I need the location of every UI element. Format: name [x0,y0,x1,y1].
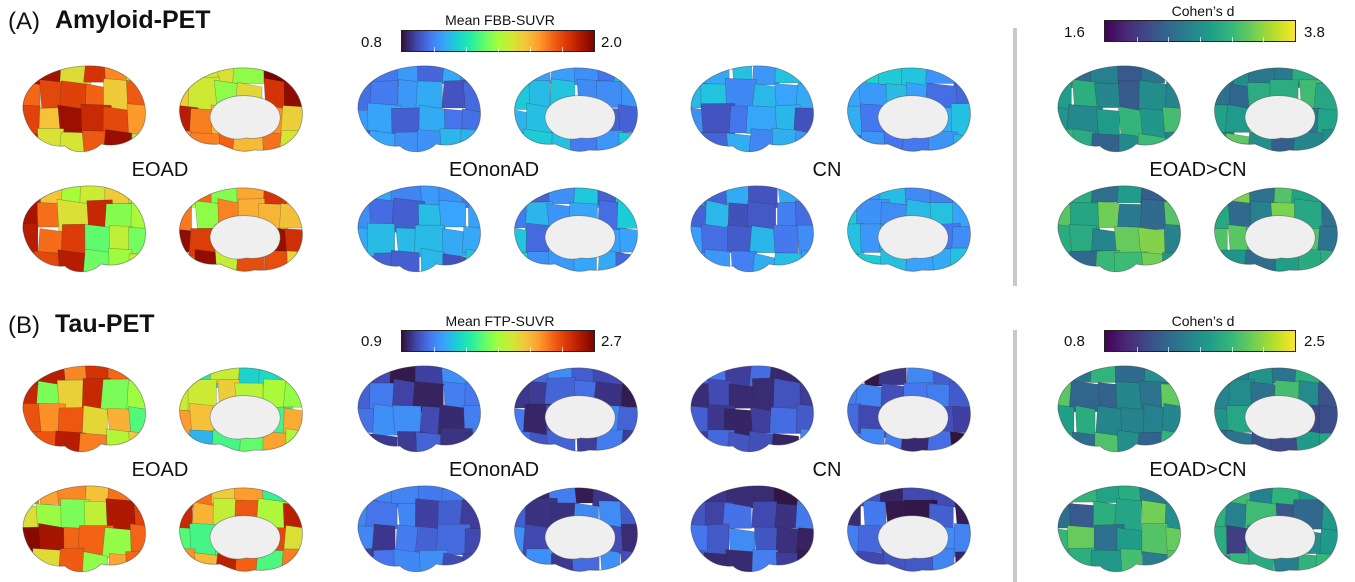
brain-a-eononad-top-medial [514,67,638,152]
brain-b-eoad-bottom-medial [179,487,303,572]
brain-b-eononad-bottom-lateral [357,485,481,573]
brain-a-eononad-bottom-medial [514,187,638,272]
brain-a-eononad-top-lateral [357,65,481,153]
brain-a-cn-bottom-lateral [690,185,814,273]
brain-a-eoad-bottom-medial [179,187,303,272]
brain-b-eoad-bottom-lateral [22,485,146,573]
panel-b-colorbar [401,330,595,352]
panel-b-colorbar-title: Mean FTP-SUVR [445,313,555,329]
brain-b-eoad-gt-cn-top-lateral [1057,365,1181,453]
brain-a-eononad-bottom-lateral [357,185,481,273]
brain-b-eoad-top-medial [179,367,303,452]
panel-a-effect-colorbar-title: Cohen’s d [1171,3,1235,19]
brain-a-eoad-top-medial [179,67,303,152]
panel-a-colorbar-title: Mean FBB-SUVR [445,12,555,28]
panel-a-colorbar [401,30,595,52]
panel-b-effect-colorbar-min: 0.8 [1064,333,1085,350]
panel-a-label-eononad: EOnonAD [448,159,540,181]
panel-b-effect-colorbar-title: Cohen’s d [1171,313,1235,329]
panel-a-colorbar-min: 0.8 [361,34,382,51]
panel-a-label-eoad: EOAD [131,159,189,181]
brain-a-eoad-bottom-lateral [22,185,146,273]
panel-b-effect-colorbar [1104,330,1296,352]
brain-b-cn-top-medial [847,367,971,452]
panel-b-colorbar-max: 2.7 [601,333,622,350]
panel-b-label-eoad-gt-cn: EOAD>CN [1149,459,1247,481]
brain-a-eoad-gt-cn-bottom-medial [1214,187,1338,272]
panel-a-letter: (A) [8,8,40,35]
brain-b-eononad-top-medial [514,367,638,452]
brain-a-cn-top-medial [847,67,971,152]
brain-b-eononad-top-lateral [357,365,481,453]
brain-a-eoad-gt-cn-bottom-lateral [1057,185,1181,273]
panel-a-effect-colorbar-min: 1.6 [1064,24,1085,41]
panel-b-letter: (B) [8,312,40,339]
brain-b-eoad-gt-cn-bottom-lateral [1057,485,1181,573]
brain-b-cn-top-lateral [690,365,814,453]
panel-b-label-eononad: EOnonAD [448,459,540,481]
brain-a-eoad-gt-cn-top-lateral [1057,65,1181,153]
panel-b-label-eoad: EOAD [131,459,189,481]
panel-a-effect-colorbar [1104,20,1296,42]
panel-a-divider [1013,28,1017,286]
panel-a-label-eoad-gt-cn: EOAD>CN [1149,159,1247,181]
brain-a-cn-bottom-medial [847,187,971,272]
panel-b-label-cn: CN [812,459,842,481]
panel-b-colorbar-min: 0.9 [361,333,382,350]
panel-b-divider [1013,330,1017,582]
panel-b-title: Tau-PET [55,310,155,338]
brain-b-cn-bottom-lateral [690,485,814,573]
brain-b-eoad-gt-cn-bottom-medial [1214,487,1338,572]
brain-b-eoad-top-lateral [22,365,146,453]
brain-a-cn-top-lateral [690,65,814,153]
panel-a-effect-colorbar-max: 3.8 [1304,24,1325,41]
panel-a-colorbar-max: 2.0 [601,34,622,51]
brain-b-eononad-bottom-medial [514,487,638,572]
brain-b-cn-bottom-medial [847,487,971,572]
brain-a-eoad-gt-cn-top-medial [1214,67,1338,152]
panel-a-label-cn: CN [812,159,842,181]
brain-b-eoad-gt-cn-top-medial [1214,367,1338,452]
panel-b-effect-colorbar-max: 2.5 [1304,333,1325,350]
panel-a-title: Amyloid-PET [55,6,211,34]
brain-a-eoad-top-lateral [22,65,146,153]
